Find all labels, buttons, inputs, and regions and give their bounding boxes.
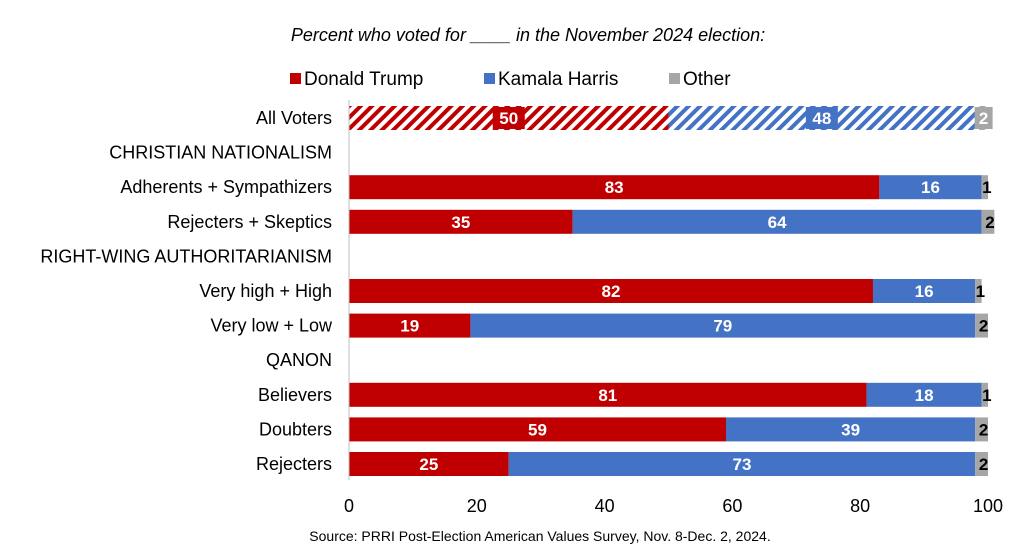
bar-segment-other <box>981 382 988 407</box>
bar-segment-other <box>975 279 982 303</box>
x-tick-label: 20 <box>467 496 487 516</box>
bar-segment-other <box>975 417 988 442</box>
section-header: QANON <box>266 350 332 370</box>
value-label-box-harris <box>805 107 838 129</box>
legend: Donald Trump Kamala Harris Other <box>290 69 731 90</box>
legend-label-other: Other <box>683 69 731 90</box>
chart-title: Percent who voted for ____ in the Novemb… <box>291 25 765 45</box>
value-label-trump: 19 <box>400 317 419 336</box>
value-label-harris: 16 <box>915 282 934 301</box>
bar-segment-trump <box>349 382 867 407</box>
row-label: Rejecters <box>256 454 332 474</box>
x-tick-label: 0 <box>344 496 354 516</box>
value-label-trump: 81 <box>598 386 617 405</box>
bar-segment-trump <box>349 417 727 442</box>
value-label-trump: 50 <box>499 109 518 128</box>
row-label: Adherents + Sympathizers <box>120 177 332 197</box>
x-tick-label: 80 <box>850 496 870 516</box>
row-label: Very high + High <box>199 281 332 301</box>
value-label-other: 2 <box>979 420 988 439</box>
value-label-trump: 83 <box>605 178 624 197</box>
value-label-harris: 48 <box>812 109 831 128</box>
bar-segment-other <box>981 209 995 234</box>
value-label-box-trump <box>492 107 525 129</box>
bar-segment-harris <box>572 209 982 234</box>
legend-swatch-other <box>669 73 680 84</box>
x-tick-label: 100 <box>973 496 1003 516</box>
value-label-harris: 16 <box>921 178 940 197</box>
section-header: RIGHT-WING AUTHORITARIANISM <box>40 246 332 266</box>
row-label: Very low + Low <box>210 316 333 336</box>
value-label-trump: 25 <box>419 455 438 474</box>
value-label-harris: 79 <box>713 317 732 336</box>
bar-segment-harris <box>508 452 976 476</box>
value-label-harris: 73 <box>733 455 752 474</box>
chart-rows: All Voters 50 48 2 CHRISTIAN NATIONALISM Adhe… <box>40 106 995 476</box>
legend-label-harris: Kamala Harris <box>498 69 618 90</box>
value-label-other: 1 <box>982 386 991 405</box>
legend-swatch-harris <box>484 73 495 84</box>
value-label-box-other <box>974 107 993 129</box>
value-label-trump: 59 <box>528 420 547 439</box>
bar-segment-harris <box>726 417 976 442</box>
legend-swatch-trump <box>290 73 301 84</box>
bar-segment-other <box>975 452 988 476</box>
bar-segment-other <box>981 175 988 200</box>
value-label-other: 1 <box>982 178 991 197</box>
value-label-other: 1 <box>976 282 985 301</box>
value-label-other: 2 <box>979 455 988 474</box>
row-label: Rejecters + Skeptics <box>167 212 332 232</box>
value-label-other: 2 <box>979 109 988 128</box>
bar-segment-trump <box>349 209 573 234</box>
bar-segment-harris <box>470 313 976 338</box>
value-label-trump: 82 <box>602 282 621 301</box>
value-label-harris: 18 <box>915 386 934 405</box>
bar-segment-other <box>975 313 988 338</box>
row-label: All Voters <box>256 108 332 128</box>
bar-segment-trump <box>349 452 509 476</box>
bar-segment-trump <box>349 313 471 338</box>
x-axis: 0 20 40 60 80 100 <box>344 100 1003 516</box>
legend-label-trump: Donald Trump <box>304 69 423 90</box>
bar-segment-trump <box>349 175 880 200</box>
value-label-harris: 64 <box>768 213 787 232</box>
x-tick-label: 40 <box>595 496 615 516</box>
value-label-harris: 39 <box>841 420 860 439</box>
row-label: Believers <box>258 385 332 405</box>
value-label-other: 2 <box>979 317 988 336</box>
x-tick-label: 60 <box>722 496 742 516</box>
value-label-trump: 35 <box>451 213 470 232</box>
row-label: Doubters <box>259 419 332 439</box>
source-note: Source: PRRI Post-Election American Valu… <box>309 528 770 544</box>
section-header: CHRISTIAN NATIONALISM <box>109 143 332 163</box>
bar-segment-harris <box>866 382 982 407</box>
bar-segment-trump <box>349 279 873 303</box>
bar-segment-harris <box>879 175 982 200</box>
bar-segment-harris <box>872 279 976 303</box>
value-label-other: 2 <box>985 213 994 232</box>
